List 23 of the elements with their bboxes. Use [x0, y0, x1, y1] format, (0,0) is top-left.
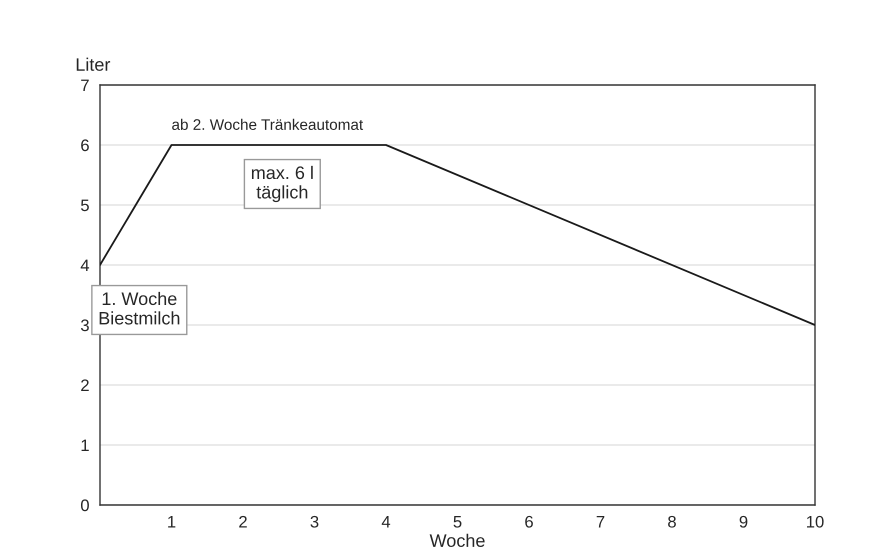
- x-tick-label: 10: [807, 516, 824, 528]
- x-tick-label: 2: [239, 516, 247, 528]
- x-tick-label: 7: [596, 516, 604, 528]
- annotation: 1. Woche Biestmilch: [100, 292, 180, 325]
- x-axis-title: Woche: [430, 534, 485, 547]
- annotation: max. 6 l täglich: [252, 166, 313, 202]
- y-axis-title: Liter: [76, 58, 110, 71]
- x-tick-label: 4: [382, 516, 390, 528]
- x-tick-label: 1: [168, 516, 176, 528]
- x-tick-label: 6: [525, 516, 533, 528]
- y-tick-label: 3: [80, 319, 89, 332]
- x-tick-label: 5: [454, 516, 462, 528]
- x-tick-label: 3: [310, 516, 318, 528]
- y-tick-label: 7: [81, 80, 89, 92]
- y-tick-label: 5: [80, 200, 89, 212]
- y-tick-label: 6: [81, 139, 89, 152]
- y-tick-label: 1: [82, 440, 89, 452]
- x-tick-label: 8: [668, 516, 676, 528]
- x-tick-label: 9: [740, 516, 748, 528]
- y-tick-label: 0: [80, 499, 89, 512]
- y-tick-label: 4: [80, 260, 90, 272]
- y-tick-label: 2: [81, 379, 89, 392]
- annotation: ab 2. Woche Tränkeautomat: [172, 118, 364, 130]
